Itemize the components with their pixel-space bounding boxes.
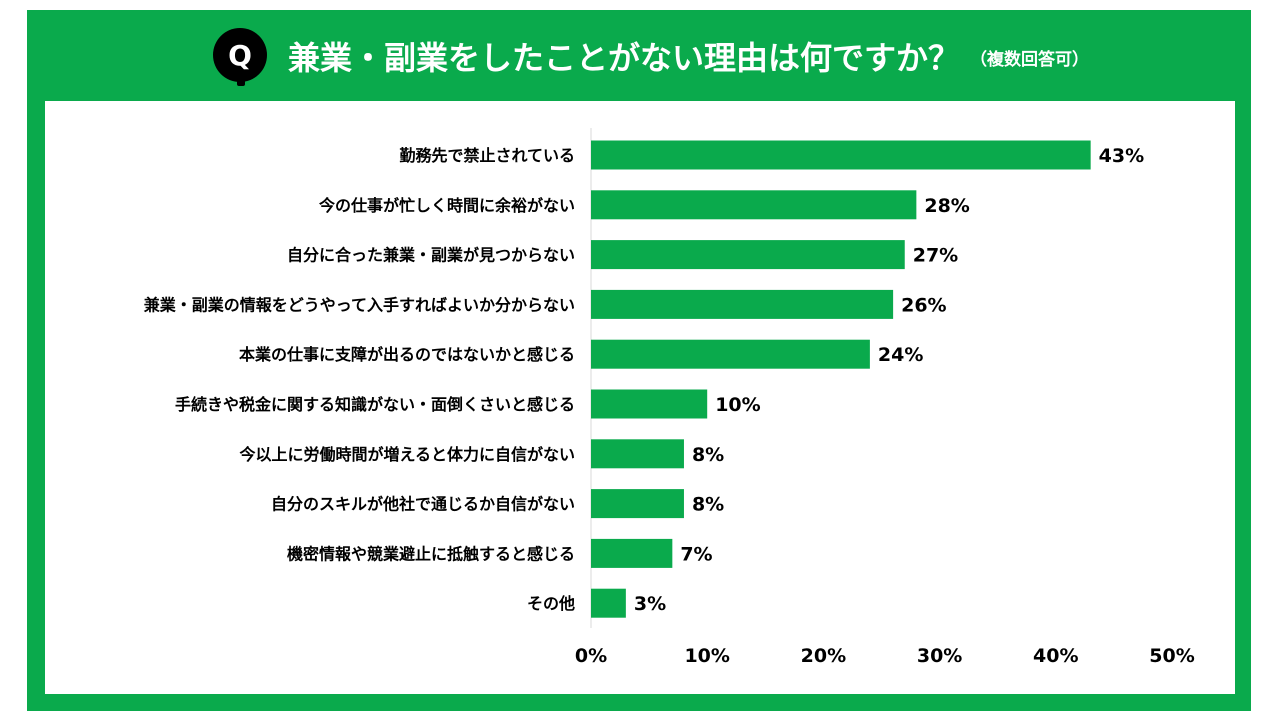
category-label: 兼業・副業の情報をどうやって入手すればよいか分からない [144, 295, 575, 314]
value-label: 8% [692, 444, 724, 466]
category-label: 勤務先で禁止されている [399, 146, 575, 165]
x-tick-label: 0% [575, 645, 607, 667]
value-label: 27% [913, 245, 958, 267]
value-label: 24% [878, 344, 923, 366]
x-tick-label: 10% [684, 645, 729, 667]
page-subtitle: （複数回答可） [970, 50, 1090, 70]
x-tick-label: 30% [917, 645, 962, 667]
question-badge-label: Q [228, 39, 252, 72]
x-tick-label: 20% [801, 645, 846, 667]
bar [591, 538, 673, 568]
bar [591, 190, 917, 220]
value-label: 43% [1099, 145, 1144, 167]
question-badge-icon: Q [213, 28, 267, 86]
page-title: 兼業・副業をしたことがない理由は何ですか？ （複数回答可） [288, 33, 1089, 83]
category-label: 自分のスキルが他社で通じるか自信がない [271, 495, 575, 514]
bar [591, 339, 870, 369]
bar [591, 140, 1091, 170]
bar [591, 588, 626, 618]
value-label: 28% [924, 195, 969, 217]
page-title-text: 兼業・副業をしたことがない理由は何ですか？ [288, 39, 961, 77]
category-label: 今の仕事が忙しく時間に余裕がない [318, 196, 575, 215]
category-label: 機密情報や競業避止に抵触すると感じる [287, 544, 575, 563]
value-label: 7% [680, 543, 712, 565]
bar [591, 289, 894, 319]
value-label: 10% [715, 394, 760, 416]
bar [591, 240, 905, 270]
x-tick-label: 40% [1033, 645, 1078, 667]
category-label: 自分に合った兼業・副業が見つからない [287, 246, 575, 265]
category-label: その他 [527, 594, 575, 613]
bar [591, 439, 684, 469]
bar [591, 489, 684, 519]
value-label: 8% [692, 494, 724, 516]
bar [591, 389, 708, 419]
category-label: 本業の仕事に支障が出るのではないかと感じる [239, 345, 575, 364]
value-label: 26% [901, 294, 946, 316]
category-label: 今以上に労働時間が増えると体力に自信がない [238, 445, 575, 464]
category-label: 手続きや税金に関する知識がない・面倒くさいと感じる [175, 395, 575, 414]
value-label: 3% [634, 593, 666, 615]
x-tick-label: 50% [1149, 645, 1194, 667]
